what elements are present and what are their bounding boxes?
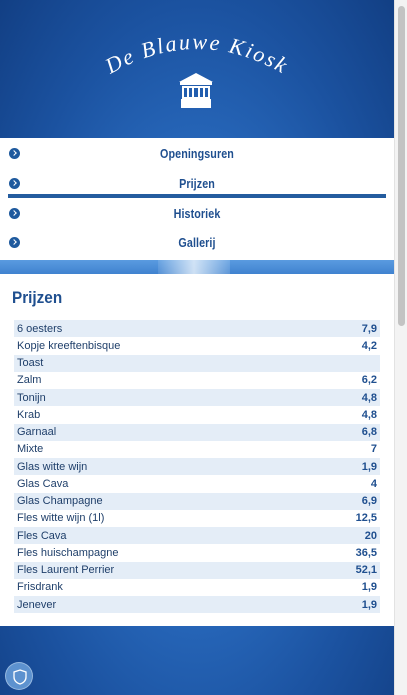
- table-row: Jenever 1,9: [14, 596, 380, 614]
- price-item-value: 4,8: [361, 408, 377, 421]
- kiosk-icon: [175, 70, 217, 112]
- chevron-right-icon: [9, 148, 20, 159]
- price-item-value: 20: [364, 529, 377, 542]
- table-row: Krab 4,8: [14, 406, 380, 424]
- table-row: Kopje kreeftenbisque 4,2: [14, 337, 380, 355]
- nav-item-prijzen[interactable]: Prijzen: [28, 169, 367, 199]
- price-item-value: 4,8: [361, 391, 377, 404]
- price-item-value: 4,2: [361, 339, 377, 352]
- content-panel: Prijzen 6 oesters 7,9 Kopje kreeftenbisque…: [0, 274, 394, 626]
- price-item-name: Mixte: [17, 443, 44, 456]
- nav-active-indicator: [8, 194, 386, 198]
- price-item-value: 12,5: [355, 512, 377, 525]
- price-item-name: Fles Laurent Perrier: [17, 564, 115, 577]
- chevron-right-icon: [9, 237, 20, 248]
- nav-item-label: Gallerij: [178, 236, 216, 250]
- price-item-name: Kopje kreeftenbisque: [17, 339, 121, 352]
- banner-glass-image: [158, 260, 230, 274]
- table-row: Tonijn 4,8: [14, 389, 380, 407]
- table-row: Fles Laurent Perrier 52,1: [14, 561, 380, 579]
- nav-item-label: Historiek: [173, 207, 221, 221]
- table-row: 6 oesters 7,9: [14, 320, 380, 338]
- page-title: Prijzen: [12, 288, 63, 307]
- price-table: 6 oesters 7,9 Kopje kreeftenbisque 4,2 Toast…: [14, 320, 380, 614]
- price-item-value: 52,1: [355, 564, 377, 577]
- table-row: Garnaal 6,8: [14, 423, 380, 441]
- table-row: Zalm 6,2: [14, 371, 380, 389]
- nav-item-label: Openingsuren: [160, 147, 234, 161]
- table-row: Glas witte wijn 1,9: [14, 458, 380, 476]
- price-item-value: 6,8: [361, 426, 377, 439]
- nav-item-openingsuren[interactable]: Openingsuren: [28, 139, 367, 169]
- price-item-value: 1,9: [361, 581, 377, 594]
- chevron-right-icon: [9, 208, 20, 219]
- scrollbar-thumb[interactable]: [398, 6, 405, 326]
- price-item-name: Garnaal: [17, 426, 57, 439]
- price-item-value: 36,5: [355, 546, 377, 559]
- table-row: Mixte 7: [14, 440, 380, 458]
- site-logo[interactable]: De Blauwe Kiosk: [0, 0, 394, 138]
- price-item-name: Frisdrank: [17, 581, 63, 594]
- price-item-name: Toast: [17, 357, 44, 370]
- price-item-value: 6,9: [361, 495, 377, 508]
- table-row: Toast: [14, 354, 380, 372]
- price-item-name: Fles Cava: [17, 529, 67, 542]
- price-item-value: 1,9: [361, 598, 377, 611]
- price-item-name: Fles huischampagne: [17, 546, 119, 559]
- price-item-value: 7,9: [361, 322, 377, 335]
- table-row: Fles witte wijn (1l) 12,5: [14, 509, 380, 527]
- nav-item-label: Prijzen: [179, 177, 215, 191]
- page-background: De Blauwe Kiosk Openingsuren Prijzen: [0, 0, 394, 695]
- price-item-value: 1,9: [361, 460, 377, 473]
- table-row: Fles huischampagne 36,5: [14, 544, 380, 562]
- price-item-name: Zalm: [17, 374, 42, 387]
- price-item-name: Jenever: [17, 598, 57, 611]
- price-item-value: 7: [370, 443, 377, 456]
- table-row: Fles Cava 20: [14, 527, 380, 545]
- table-row: Glas Champagne 6,9: [14, 492, 380, 510]
- price-item-name: Tonijn: [17, 391, 46, 404]
- table-row: Frisdrank 1,9: [14, 578, 380, 596]
- main-nav: Openingsuren Prijzen Historiek Gallerij: [0, 138, 394, 260]
- header: De Blauwe Kiosk: [0, 0, 394, 138]
- price-item-name: Glas Champagne: [17, 495, 103, 508]
- nav-item-gallerij[interactable]: Gallerij: [28, 228, 367, 258]
- price-item-name: Krab: [17, 408, 41, 421]
- scrollbar[interactable]: [394, 0, 407, 695]
- price-item-name: Fles witte wijn (1l): [17, 512, 105, 525]
- price-item-value: 4: [370, 477, 377, 490]
- price-item-name: Glas Cava: [17, 477, 69, 490]
- chevron-right-icon: [9, 178, 20, 189]
- nav-item-historiek[interactable]: Historiek: [28, 199, 367, 229]
- table-row: Glas Cava 4: [14, 475, 380, 493]
- price-item-name: Glas witte wijn: [17, 460, 88, 473]
- shield-badge-icon[interactable]: [5, 662, 33, 690]
- price-item-value: 6,2: [361, 374, 377, 387]
- price-item-name: 6 oesters: [17, 322, 63, 335]
